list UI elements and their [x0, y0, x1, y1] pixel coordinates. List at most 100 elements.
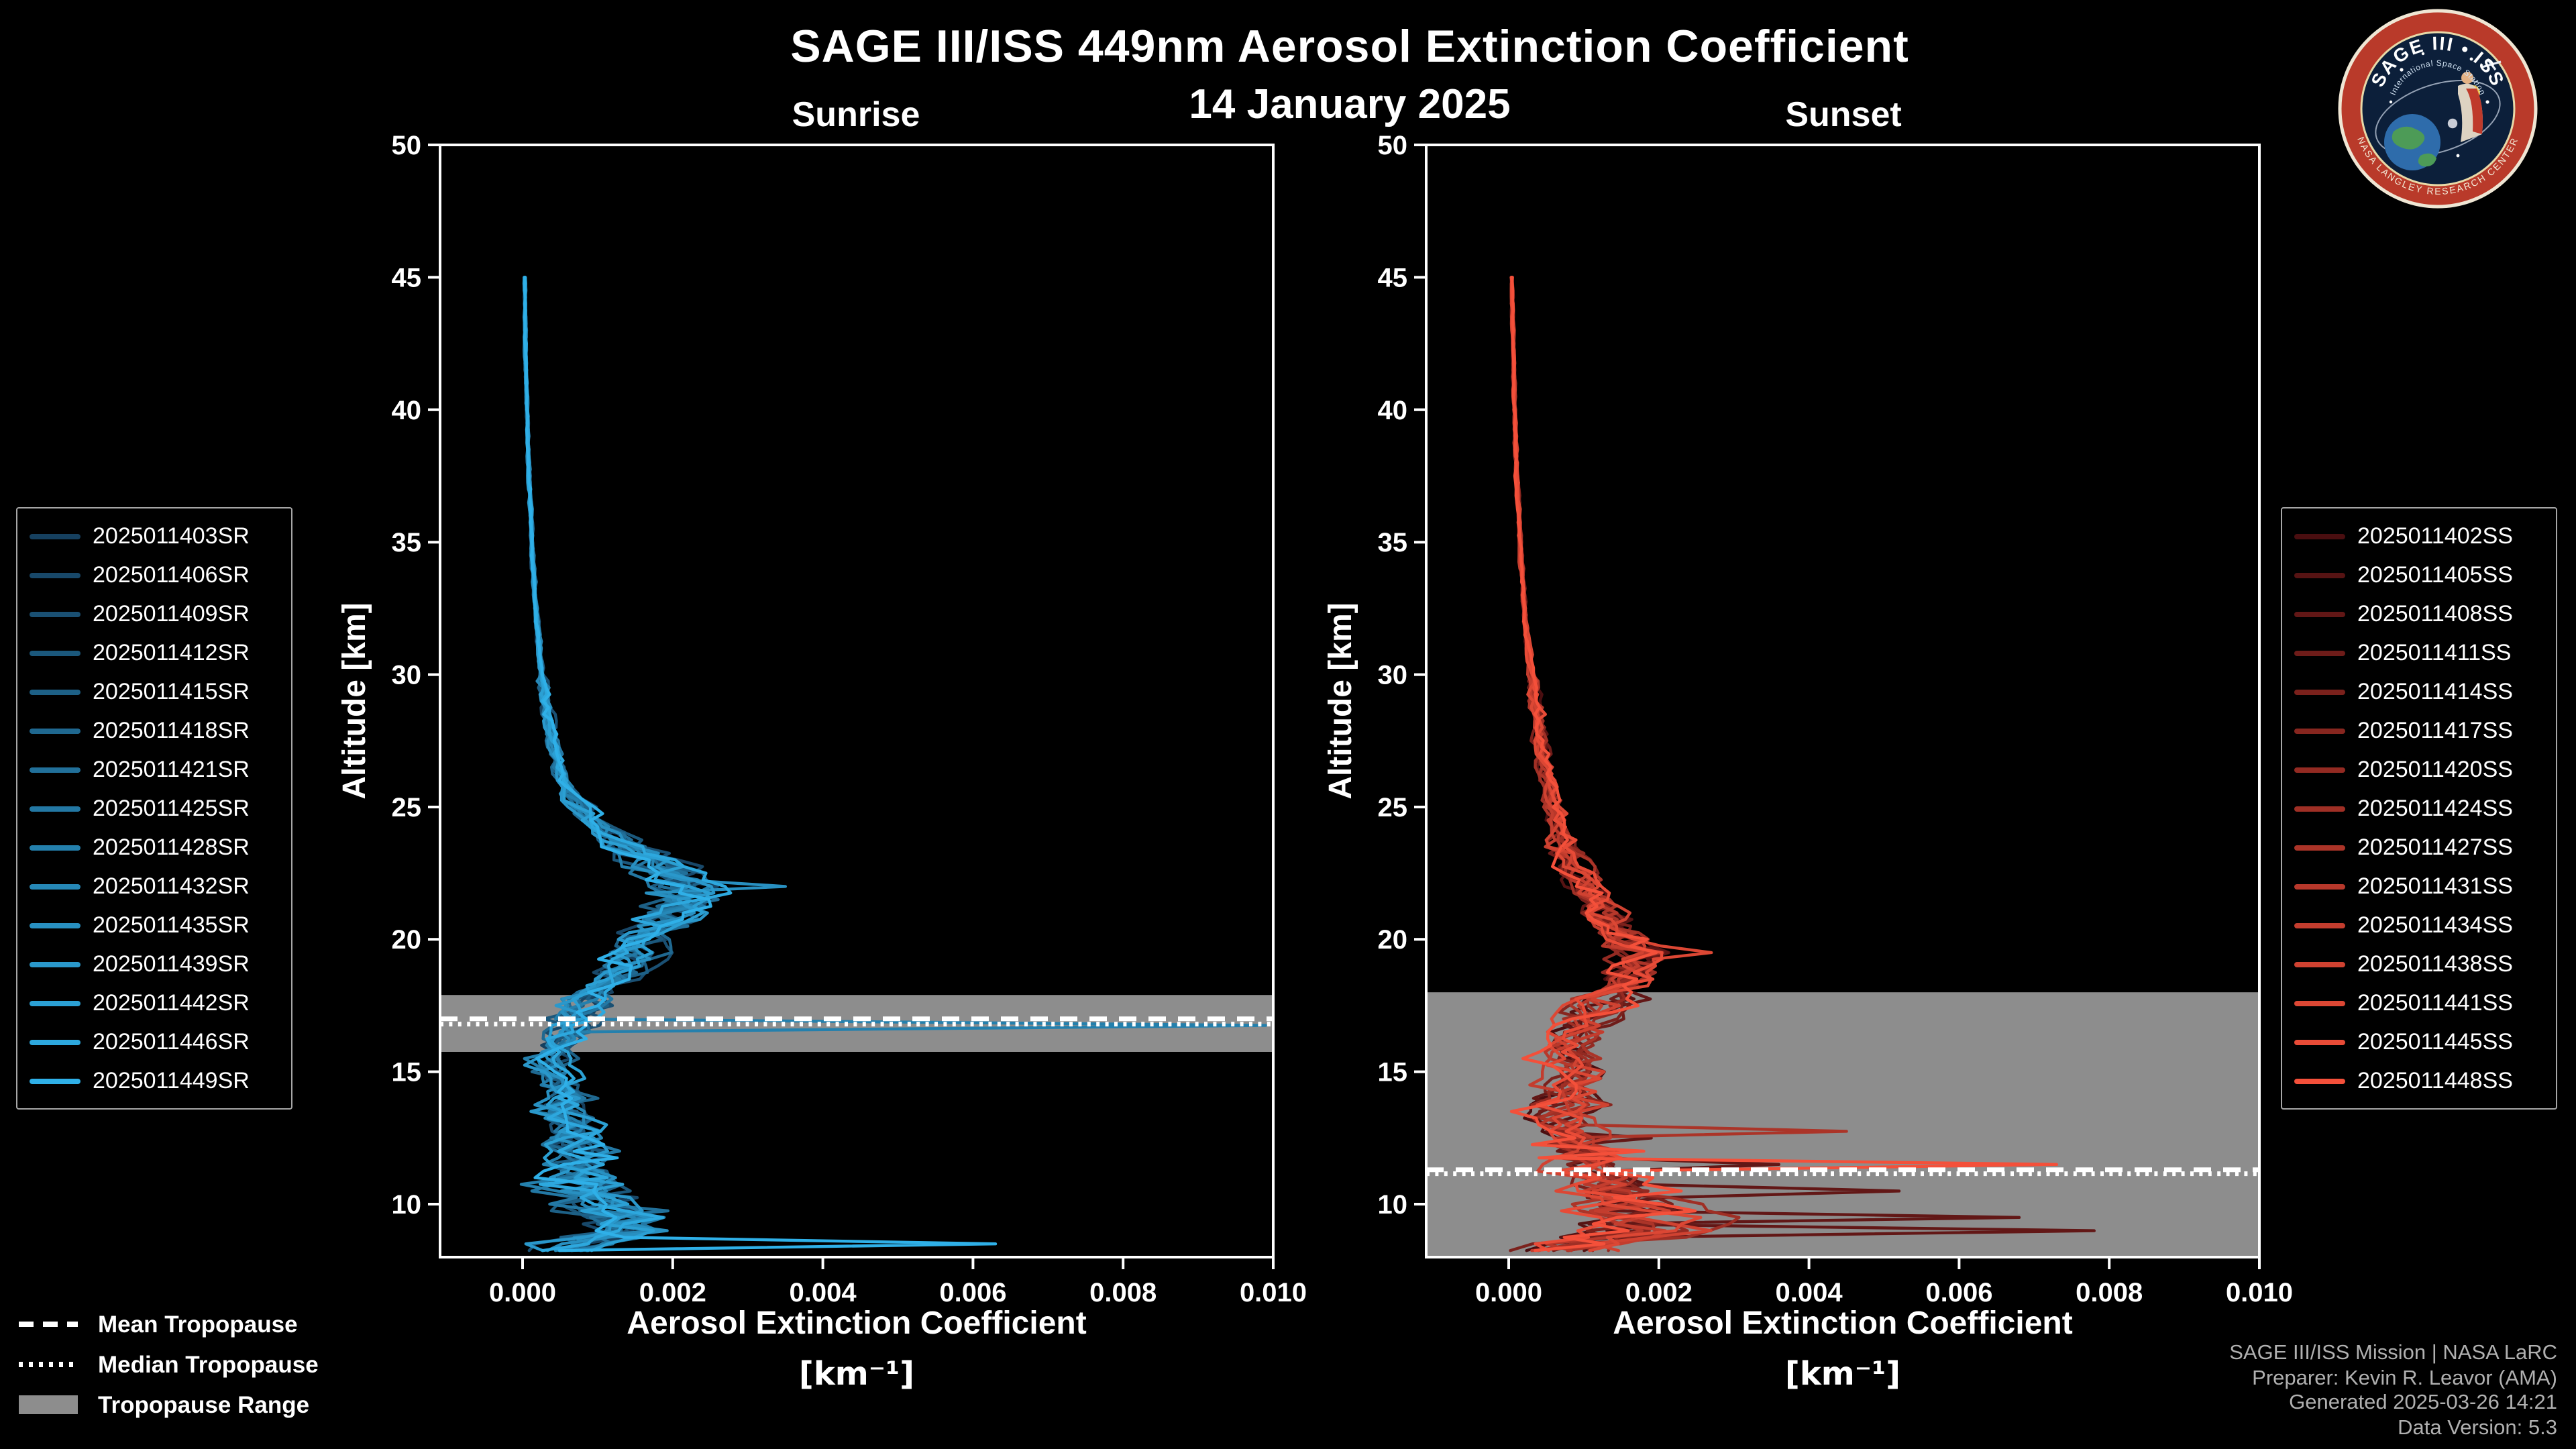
logo-sage-figure-icon — [2458, 72, 2483, 142]
series-color-swatch — [30, 728, 80, 733]
logo-stars — [2389, 52, 2489, 158]
legend-item: 2025011409SR — [30, 594, 279, 633]
series-label: 2025011438SS — [2357, 951, 2513, 976]
y-tick-label: 45 — [1378, 263, 1408, 292]
legend-item: 2025011446SR — [30, 1022, 279, 1061]
legend-item: 2025011435SR — [30, 906, 279, 945]
y-tick-label: 40 — [1378, 396, 1408, 425]
tropopause-range-swatch — [19, 1395, 78, 1414]
series-label: 2025011420SS — [2357, 756, 2513, 782]
series-color-swatch — [2294, 1000, 2345, 1006]
series-label: 2025011411SS — [2357, 639, 2512, 665]
legend-item: 2025011411SS — [2294, 633, 2544, 672]
figure-title: SAGE III/ISS 449nm Aerosol Extinction Co… — [790, 21, 1909, 72]
legend-item: 2025011412SR — [30, 633, 279, 672]
series-label: 2025011424SS — [2357, 795, 2513, 820]
series-color-swatch — [30, 806, 80, 811]
series-color-swatch — [2294, 767, 2345, 772]
legend-item: 2025011445SS — [2294, 1022, 2544, 1061]
series-label: 2025011403SR — [93, 523, 250, 548]
tropopause-legend: Mean Tropopause Median Tropopause Tropop… — [16, 1304, 319, 1425]
legend-item: 2025011417SS — [2294, 711, 2544, 750]
y-tick-label: 25 — [392, 793, 422, 822]
series-color-swatch — [30, 689, 80, 694]
series-label: 2025011439SR — [93, 951, 250, 976]
credit-generated: Generated 2025-03-26 14:21 — [2289, 1391, 2557, 1414]
legend-item: 2025011424SS — [2294, 789, 2544, 828]
profile-line — [519, 276, 1268, 1252]
y-tick-label: 45 — [392, 263, 422, 292]
legend-item: 2025011438SS — [2294, 945, 2544, 983]
profile-lines — [519, 276, 1268, 1252]
legend-item: 2025011415SR — [30, 672, 279, 711]
sunset-panel-title: Sunset — [1785, 94, 1902, 134]
series-label: 2025011448SS — [2357, 1067, 2513, 1093]
x-axis-unit: [km⁻¹] — [799, 1355, 914, 1393]
profile-line — [1509, 276, 2059, 1252]
series-color-swatch — [30, 1000, 80, 1006]
y-tick-label: 20 — [1378, 925, 1408, 955]
profile-line — [523, 276, 998, 1252]
legend-item: 2025011402SS — [2294, 517, 2544, 555]
y-tick-label: 25 — [1378, 793, 1408, 822]
series-color-swatch — [30, 961, 80, 967]
series-color-swatch — [30, 1078, 80, 1083]
x-tick-label: 0.008 — [1089, 1278, 1157, 1307]
profile-lines — [1509, 276, 2096, 1252]
series-color-swatch — [2294, 689, 2345, 694]
x-axis-label: Aerosol Extinction Coefficient — [627, 1305, 1086, 1341]
legend-item: 2025011448SS — [2294, 1061, 2544, 1100]
legend-item: 2025011431SS — [2294, 867, 2544, 906]
series-label: 2025011418SR — [93, 717, 250, 743]
legend-item: 2025011442SR — [30, 983, 279, 1022]
y-tick-label: 35 — [392, 528, 422, 557]
series-color-swatch — [2294, 650, 2345, 655]
series-color-swatch — [30, 845, 80, 850]
y-tick-label: 10 — [392, 1190, 422, 1220]
x-tick-label: 0.002 — [1625, 1278, 1693, 1307]
y-axis-label: Altitude [km] — [337, 602, 372, 799]
legend-item: 2025011421SR — [30, 750, 279, 789]
series-label: 2025011414SS — [2357, 678, 2513, 704]
legend-item: 2025011406SR — [30, 555, 279, 594]
legend-item: 2025011432SR — [30, 867, 279, 906]
median-tropopause-legend-item: Median Tropopause — [16, 1344, 319, 1385]
series-color-swatch — [2294, 806, 2345, 811]
logo-earth-icon — [2384, 114, 2440, 170]
series-label: 2025011406SR — [93, 561, 250, 587]
sunrise-panel-title: Sunrise — [792, 94, 920, 134]
series-label: 2025011434SS — [2357, 912, 2513, 937]
y-axis-label: Altitude [km] — [1323, 602, 1358, 799]
series-label: 2025011402SS — [2357, 523, 2513, 548]
sunrise-series-legend: 2025011403SR 2025011406SR 2025011409SR 2025… — [16, 507, 292, 1110]
legend-item: 2025011414SS — [2294, 672, 2544, 711]
x-tick-label: 0.004 — [790, 1278, 857, 1307]
legend-item: 2025011405SS — [2294, 555, 2544, 594]
legend-item: 2025011418SR — [30, 711, 279, 750]
series-color-swatch — [2294, 611, 2345, 616]
x-tick-label: 0.002 — [639, 1278, 706, 1307]
legend-item: 2025011434SS — [2294, 906, 2544, 945]
x-axis-unit: [km⁻¹] — [1785, 1355, 1900, 1393]
y-tick-label: 50 — [392, 131, 422, 160]
y-tick-label: 20 — [392, 925, 422, 955]
series-label: 2025011449SR — [93, 1067, 250, 1093]
series-label: 2025011417SS — [2357, 717, 2513, 743]
series-color-swatch — [30, 1039, 80, 1044]
series-color-swatch — [30, 650, 80, 655]
legend-item: 2025011441SS — [2294, 983, 2544, 1022]
mean-tropopause-legend-item: Mean Tropopause — [16, 1304, 319, 1344]
credits-block: SAGE III/ISS Mission | NASA LaRC Prepare… — [2229, 1342, 2557, 1441]
series-color-swatch — [2294, 533, 2345, 539]
series-color-swatch — [30, 883, 80, 889]
median-tropopause-label: Median Tropopause — [98, 1350, 319, 1377]
y-tick-label: 30 — [1378, 661, 1408, 690]
tropopause-range-legend-item: Tropopause Range — [16, 1385, 319, 1425]
series-color-swatch — [30, 533, 80, 539]
series-color-swatch — [2294, 922, 2345, 928]
series-color-swatch — [2294, 728, 2345, 733]
x-axis-label: Aerosol Extinction Coefficient — [1613, 1305, 2072, 1341]
series-label: 2025011446SR — [93, 1028, 250, 1054]
tropopause-range-label: Tropopause Range — [98, 1391, 310, 1417]
